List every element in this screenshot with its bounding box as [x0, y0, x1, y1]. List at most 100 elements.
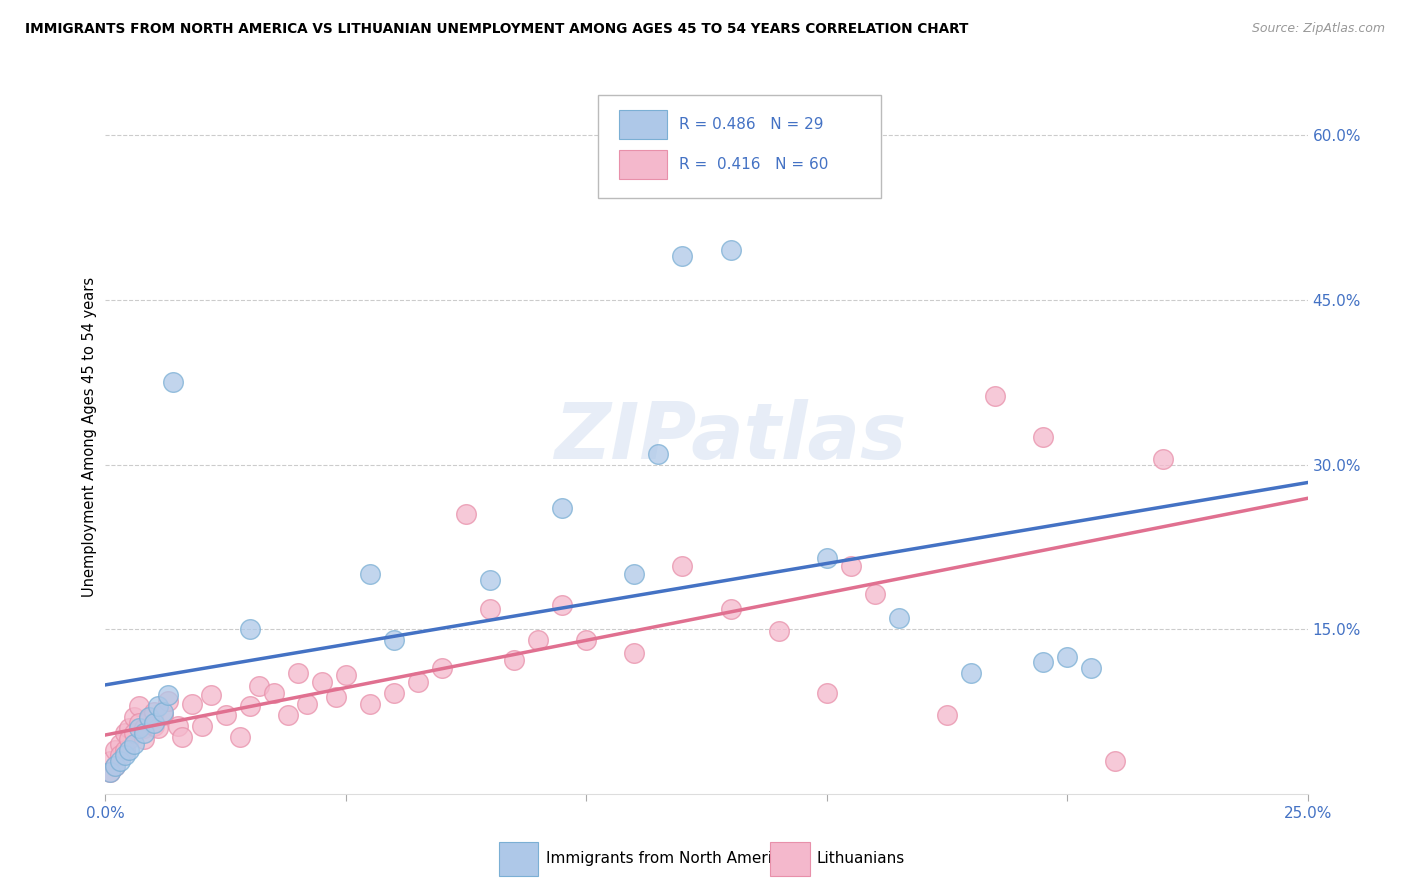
Point: [503, 653, 526, 667]
Point: [118, 743, 141, 757]
Point: [239, 622, 262, 636]
Point: [815, 686, 838, 700]
Point: [311, 674, 333, 689]
Point: [454, 507, 477, 521]
Point: [142, 719, 165, 733]
Point: [671, 249, 693, 263]
Point: [768, 624, 790, 639]
Point: [114, 748, 136, 763]
Point: [815, 550, 838, 565]
Point: [239, 699, 262, 714]
Point: [108, 754, 131, 768]
Point: [839, 558, 862, 573]
Point: [114, 726, 136, 740]
Point: [1032, 430, 1054, 444]
Point: [104, 759, 127, 773]
Point: [359, 567, 381, 582]
Point: [132, 731, 155, 746]
Point: [479, 602, 502, 616]
Point: [124, 738, 146, 752]
Text: IMMIGRANTS FROM NORTH AMERICA VS LITHUANIAN UNEMPLOYMENT AMONG AGES 45 TO 54 YEA: IMMIGRANTS FROM NORTH AMERICA VS LITHUAN…: [25, 22, 969, 37]
Point: [1104, 754, 1126, 768]
Point: [138, 710, 160, 724]
Point: [863, 587, 886, 601]
Point: [132, 726, 155, 740]
Point: [359, 697, 381, 711]
Point: [156, 688, 179, 702]
Point: [1056, 649, 1078, 664]
Point: [132, 721, 155, 735]
Point: [287, 666, 309, 681]
Point: [118, 731, 141, 746]
Point: [152, 707, 174, 722]
Point: [960, 666, 983, 681]
Point: [430, 660, 453, 674]
Point: [1032, 655, 1054, 669]
Y-axis label: Unemployment Among Ages 45 to 54 years: Unemployment Among Ages 45 to 54 years: [82, 277, 97, 597]
Point: [108, 738, 131, 752]
Text: Source: ZipAtlas.com: Source: ZipAtlas.com: [1251, 22, 1385, 36]
Point: [124, 710, 146, 724]
Point: [720, 244, 742, 258]
FancyBboxPatch shape: [619, 150, 666, 178]
Point: [98, 764, 121, 779]
FancyBboxPatch shape: [619, 111, 666, 139]
Point: [200, 688, 222, 702]
Point: [936, 707, 959, 722]
Point: [527, 633, 550, 648]
Point: [181, 697, 204, 711]
Point: [148, 721, 170, 735]
Point: [156, 693, 179, 707]
Point: [229, 730, 252, 744]
Point: [247, 679, 270, 693]
Point: [108, 748, 131, 763]
Point: [162, 375, 184, 389]
Point: [142, 715, 165, 730]
Point: [104, 743, 127, 757]
Point: [128, 699, 150, 714]
Point: [98, 764, 121, 779]
Point: [263, 686, 285, 700]
Text: Immigrants from North America: Immigrants from North America: [546, 852, 789, 866]
Point: [142, 705, 165, 719]
Point: [1080, 660, 1102, 674]
Point: [647, 446, 669, 460]
Point: [1152, 452, 1174, 467]
Point: [277, 707, 299, 722]
Point: [382, 633, 405, 648]
Point: [148, 699, 170, 714]
Point: [887, 611, 910, 625]
Point: [720, 602, 742, 616]
Point: [104, 759, 127, 773]
Point: [128, 715, 150, 730]
Point: [406, 674, 429, 689]
Text: Lithuanians: Lithuanians: [817, 852, 905, 866]
Point: [172, 730, 194, 744]
Point: [128, 721, 150, 735]
Point: [335, 668, 357, 682]
Point: [124, 726, 146, 740]
Point: [190, 719, 212, 733]
Point: [575, 633, 598, 648]
Text: R = 0.486   N = 29: R = 0.486 N = 29: [679, 117, 824, 132]
Point: [118, 721, 141, 735]
Point: [551, 501, 574, 516]
Point: [297, 697, 319, 711]
Point: [98, 754, 121, 768]
Point: [623, 567, 645, 582]
Point: [984, 389, 1007, 403]
Point: [152, 705, 174, 719]
Point: [138, 712, 160, 726]
Point: [114, 743, 136, 757]
Point: [479, 573, 502, 587]
Point: [214, 707, 236, 722]
FancyBboxPatch shape: [599, 95, 880, 198]
Point: [382, 686, 405, 700]
Text: R =  0.416   N = 60: R = 0.416 N = 60: [679, 157, 828, 172]
Text: ZIPatlas: ZIPatlas: [554, 399, 907, 475]
Point: [551, 598, 574, 612]
Point: [671, 558, 693, 573]
Point: [623, 646, 645, 660]
Point: [166, 719, 188, 733]
Point: [325, 690, 347, 705]
